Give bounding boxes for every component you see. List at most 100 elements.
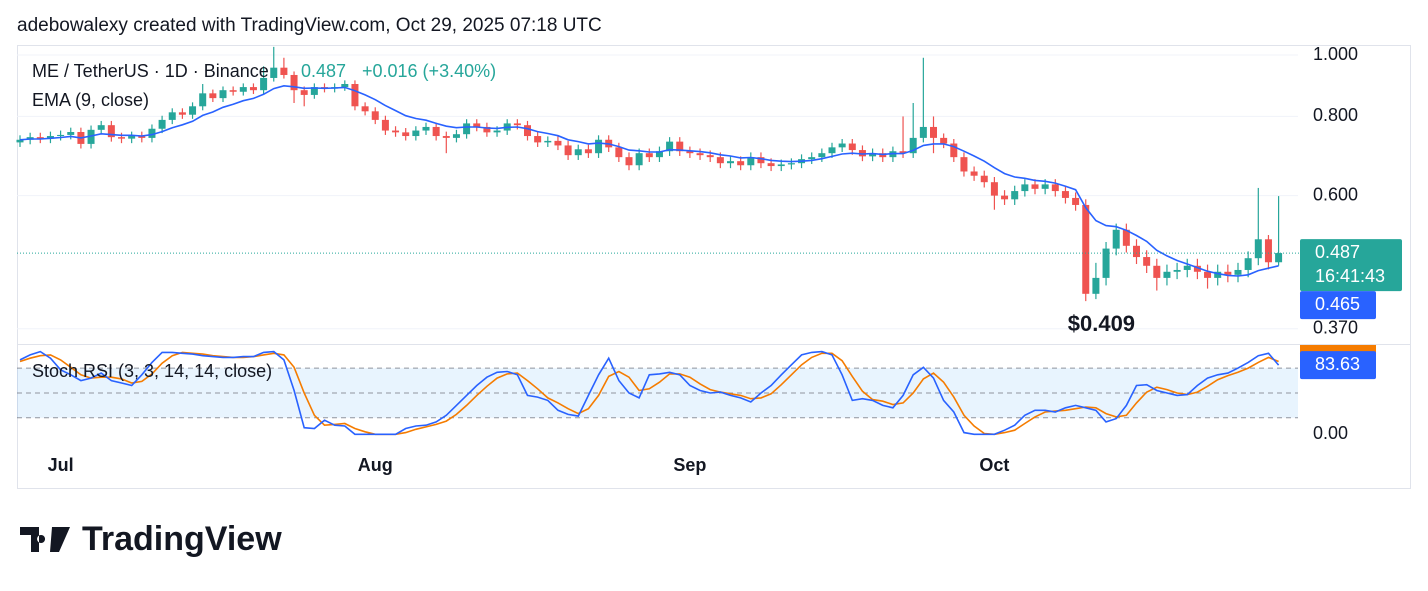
candle-body xyxy=(239,87,247,92)
candle-body xyxy=(828,147,836,154)
candle-body xyxy=(808,157,816,160)
candle-body xyxy=(168,112,176,120)
candle-body xyxy=(452,134,460,138)
candle-body xyxy=(930,126,937,138)
candle-body xyxy=(787,163,795,165)
candle-body xyxy=(737,161,745,166)
candle-body xyxy=(1092,277,1100,294)
candle-body xyxy=(1183,265,1191,270)
chart-frame xyxy=(17,45,1411,489)
candle-body xyxy=(666,141,674,152)
candle-body xyxy=(209,93,217,99)
candle-body xyxy=(1275,253,1283,263)
candle-body xyxy=(493,130,501,133)
x-tick-label: Jul xyxy=(48,455,74,475)
candle-body xyxy=(189,106,197,115)
x-tick-label: Oct xyxy=(979,455,1009,475)
ema-tag-value: 0.465 xyxy=(1315,294,1360,314)
candle-body xyxy=(158,119,166,129)
candle-body xyxy=(970,171,978,176)
candle-body xyxy=(1001,195,1009,200)
candle-body xyxy=(899,151,907,154)
candle-body xyxy=(645,153,653,158)
ema-line xyxy=(19,84,1279,277)
candle-body xyxy=(990,182,998,196)
candle-body xyxy=(1224,271,1232,275)
last-price-legend: 0.487 xyxy=(301,61,346,81)
candle-body xyxy=(351,84,359,107)
candle-body xyxy=(1051,184,1059,192)
candle-body xyxy=(1061,191,1069,198)
y-tick-label: 0.370 xyxy=(1313,317,1358,337)
candle-body xyxy=(36,137,44,139)
candle-body xyxy=(716,157,724,164)
candle-body xyxy=(422,126,430,131)
candle-body xyxy=(199,93,207,107)
candle-body xyxy=(655,151,663,158)
candle-body xyxy=(260,77,268,91)
logo-icon xyxy=(20,527,70,552)
candle-body xyxy=(67,132,75,135)
candle-body xyxy=(635,153,643,166)
candle-body xyxy=(229,90,237,92)
candle-body xyxy=(57,134,65,137)
x-tick-label: Aug xyxy=(358,455,393,475)
candle-body xyxy=(564,145,572,156)
candle-body xyxy=(473,123,481,127)
candle-body xyxy=(1244,258,1252,270)
candle-body xyxy=(138,136,146,138)
candle-body xyxy=(432,126,440,137)
candle-body xyxy=(1102,248,1110,278)
candle-body xyxy=(381,119,389,131)
candle-body xyxy=(1041,184,1049,189)
candle-body xyxy=(848,143,856,151)
candle-body xyxy=(392,130,400,133)
candle-body xyxy=(1163,271,1171,278)
candle-body xyxy=(544,140,552,143)
candle-body xyxy=(696,153,704,156)
candle-body xyxy=(727,161,734,164)
candle-body xyxy=(280,67,288,75)
candle-body xyxy=(341,84,349,88)
candle-body xyxy=(16,139,24,143)
candle-body xyxy=(1011,191,1019,200)
price-tag xyxy=(1300,239,1402,292)
candle-body xyxy=(402,132,410,137)
y-tick-label: 1.000 xyxy=(1313,44,1358,64)
candle-body xyxy=(940,137,948,144)
candle-body xyxy=(950,143,958,158)
candle-body xyxy=(290,74,298,91)
candle-body xyxy=(869,153,877,157)
candle-body xyxy=(1021,184,1029,192)
candle-body xyxy=(919,126,927,138)
candle-body xyxy=(676,141,684,152)
candle-body xyxy=(219,90,227,99)
candle-body xyxy=(574,149,582,156)
x-tick-label: Sep xyxy=(673,455,706,475)
candle-body xyxy=(128,136,136,139)
symbol-legend: ME / TetherUS · 1D · Binance xyxy=(32,61,269,81)
y-tick-label: 0.600 xyxy=(1313,184,1358,204)
candle-body xyxy=(361,106,369,112)
plot-area: 1.000 0.800 0.600 0.370 Jul Aug Sep Oct 0.00 0.48… xyxy=(16,44,1402,475)
header-text: adebowalexy created with TradingView.com… xyxy=(17,15,602,36)
candle-body xyxy=(1122,229,1130,246)
candle-body xyxy=(1112,229,1120,249)
ema-legend: EMA (9, close) xyxy=(32,90,149,110)
candle-body xyxy=(1264,239,1272,263)
ema-tag xyxy=(1300,291,1376,320)
stoch-d-tag xyxy=(1300,345,1376,353)
candle-body xyxy=(909,137,917,154)
candle-body xyxy=(625,157,633,166)
candle-body xyxy=(524,125,531,137)
candle-body xyxy=(270,67,278,78)
stoch-legend: Stoch RSI (3, 3, 14, 14, close) xyxy=(32,361,272,381)
candle-body xyxy=(87,129,95,144)
candle-body xyxy=(1173,269,1181,272)
candle-body xyxy=(513,123,521,126)
candle-body xyxy=(371,111,379,120)
candle-body xyxy=(818,153,826,158)
candle-body xyxy=(310,87,318,95)
candle-body xyxy=(1204,271,1212,278)
